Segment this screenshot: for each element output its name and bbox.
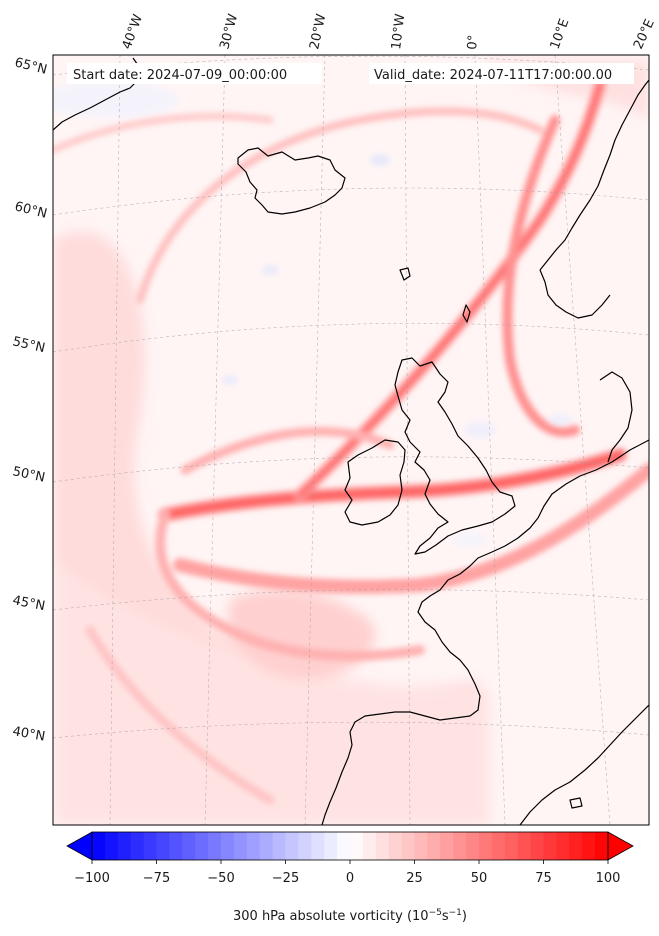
lat-label: 60°N: [13, 199, 48, 221]
coast-ireland: [344, 439, 406, 526]
lon-label: 10°W: [389, 13, 408, 51]
lon-label: 10°E: [548, 17, 573, 52]
start-date-label: Start date: 2024-07-09_00:00:00: [73, 68, 287, 83]
coast-shetland: [462, 304, 471, 323]
colorbar-cell: [117, 832, 132, 860]
colorbar-cells: [92, 832, 609, 860]
colorbar-cell: [466, 832, 480, 860]
colorbar-cell: [104, 832, 119, 860]
colorbar-cell: [182, 832, 196, 860]
valid-date-box: [369, 63, 634, 84]
colorbar-tick-label: −100: [74, 871, 110, 886]
lat-label: 50°N: [11, 464, 46, 485]
coast-faroe: [399, 267, 411, 281]
coast-denmark: [599, 371, 633, 463]
valid-date-label: Valid_date: 2024-07-11T17:00:00.00: [374, 68, 612, 83]
colorbar-cell: [362, 832, 377, 860]
colorbar-cell: [388, 832, 402, 860]
coast-baleares: [569, 797, 583, 809]
colorbar-cell: [311, 832, 325, 860]
colorbar-cell: [569, 832, 583, 860]
colorbar-cell: [595, 832, 609, 860]
colorbar-cell: [195, 832, 209, 860]
colorbar-cell: [491, 832, 506, 860]
colorbar-cell: [453, 832, 467, 860]
graticule: [53, 55, 649, 825]
lon-label: 20°W: [307, 12, 329, 50]
colorbar-extend-high: [607, 831, 634, 861]
latitude-labels: 65°N 60°N 55°N 50°N 45°N 40°N: [11, 55, 48, 744]
colorbar-cell: [298, 832, 312, 860]
colorbar-tick-label: 100: [596, 871, 621, 886]
start-date-box: [67, 63, 322, 84]
coast-norway: [539, 79, 649, 271]
colorbar-cell: [285, 832, 299, 860]
negative-vorticity-patches: [53, 82, 572, 548]
colorbar-cell: [233, 832, 248, 860]
colorbar-cell: [504, 832, 519, 860]
colorbar-tick-label: −75: [143, 871, 170, 886]
colorbar-cell: [479, 832, 493, 860]
coast-france-west: [417, 579, 481, 717]
vorticity-filaments: [53, 79, 649, 805]
colorbar-ticks: −100 −75 −50 −25 0 25 50 75 100: [74, 860, 620, 886]
colorbar-cell: [582, 832, 596, 860]
colorbar-cell: [414, 832, 428, 860]
map-panel: Start date: 2024-07-09_00:00:00 Valid_da…: [11, 12, 658, 826]
colorbar-cell: [556, 832, 570, 860]
colorbar: −100 −75 −50 −25 0 25 50 75 100 300 hPa absolute…: [66, 831, 634, 924]
coast-norway-south: [539, 269, 611, 319]
colorbar-cell: [543, 832, 557, 860]
colorbar-cell: [156, 832, 170, 860]
colorbar-cell: [246, 832, 261, 860]
coastlines: [53, 57, 649, 825]
colorbar-cell: [517, 832, 531, 860]
colorbar-cell: [169, 832, 183, 860]
colorbar-cell: [221, 832, 235, 860]
colorbar-cell: [272, 832, 286, 860]
colorbar-cell: [375, 832, 390, 860]
coast-iceland: [237, 147, 346, 215]
colorbar-tick-label: −50: [207, 871, 234, 886]
longitude-labels: 40°W 30°W 20°W 10°W 0° 10°E 20°E: [120, 12, 658, 51]
lon-label: 20°E: [631, 17, 658, 52]
colorbar-cell: [401, 832, 415, 860]
colorbar-cell: [208, 832, 222, 860]
colorbar-tick-label: 0: [346, 871, 354, 886]
colorbar-cell: [350, 832, 364, 860]
vorticity-field: [53, 60, 649, 825]
colorbar-cell: [530, 832, 544, 860]
lat-label: 55°N: [11, 334, 46, 356]
coast-great-britain: [394, 357, 516, 555]
coast-iberia: [321, 711, 471, 825]
colorbar-cell: [324, 832, 338, 860]
lon-label: 40°W: [120, 12, 146, 51]
colorbar-tick-label: 75: [535, 871, 552, 886]
colorbar-cell: [143, 832, 157, 860]
lon-label: 0°: [465, 34, 481, 50]
colorbar-tick-label: 50: [471, 871, 488, 886]
colorbar-cell: [337, 832, 351, 860]
colorbar-tick-label: −25: [272, 871, 299, 886]
colorbar-cell: [92, 832, 106, 860]
coast-continent-north: [447, 439, 649, 581]
lat-label: 40°N: [11, 724, 46, 744]
lat-label: 65°N: [13, 55, 48, 77]
colorbar-extend-low: [66, 831, 93, 861]
colorbar-cell: [130, 832, 144, 860]
coast-mediterranean: [519, 704, 649, 825]
colorbar-label: 300 hPa absolute vorticity (10−5s−1): [233, 908, 467, 924]
lat-label: 45°N: [11, 593, 46, 614]
lon-label: 30°W: [217, 12, 241, 51]
map-frame: [52, 54, 650, 826]
colorbar-cell: [440, 832, 454, 860]
colorbar-tick-label: 25: [406, 871, 423, 886]
colorbar-cell: [259, 832, 273, 860]
colorbar-cell: [427, 832, 441, 860]
